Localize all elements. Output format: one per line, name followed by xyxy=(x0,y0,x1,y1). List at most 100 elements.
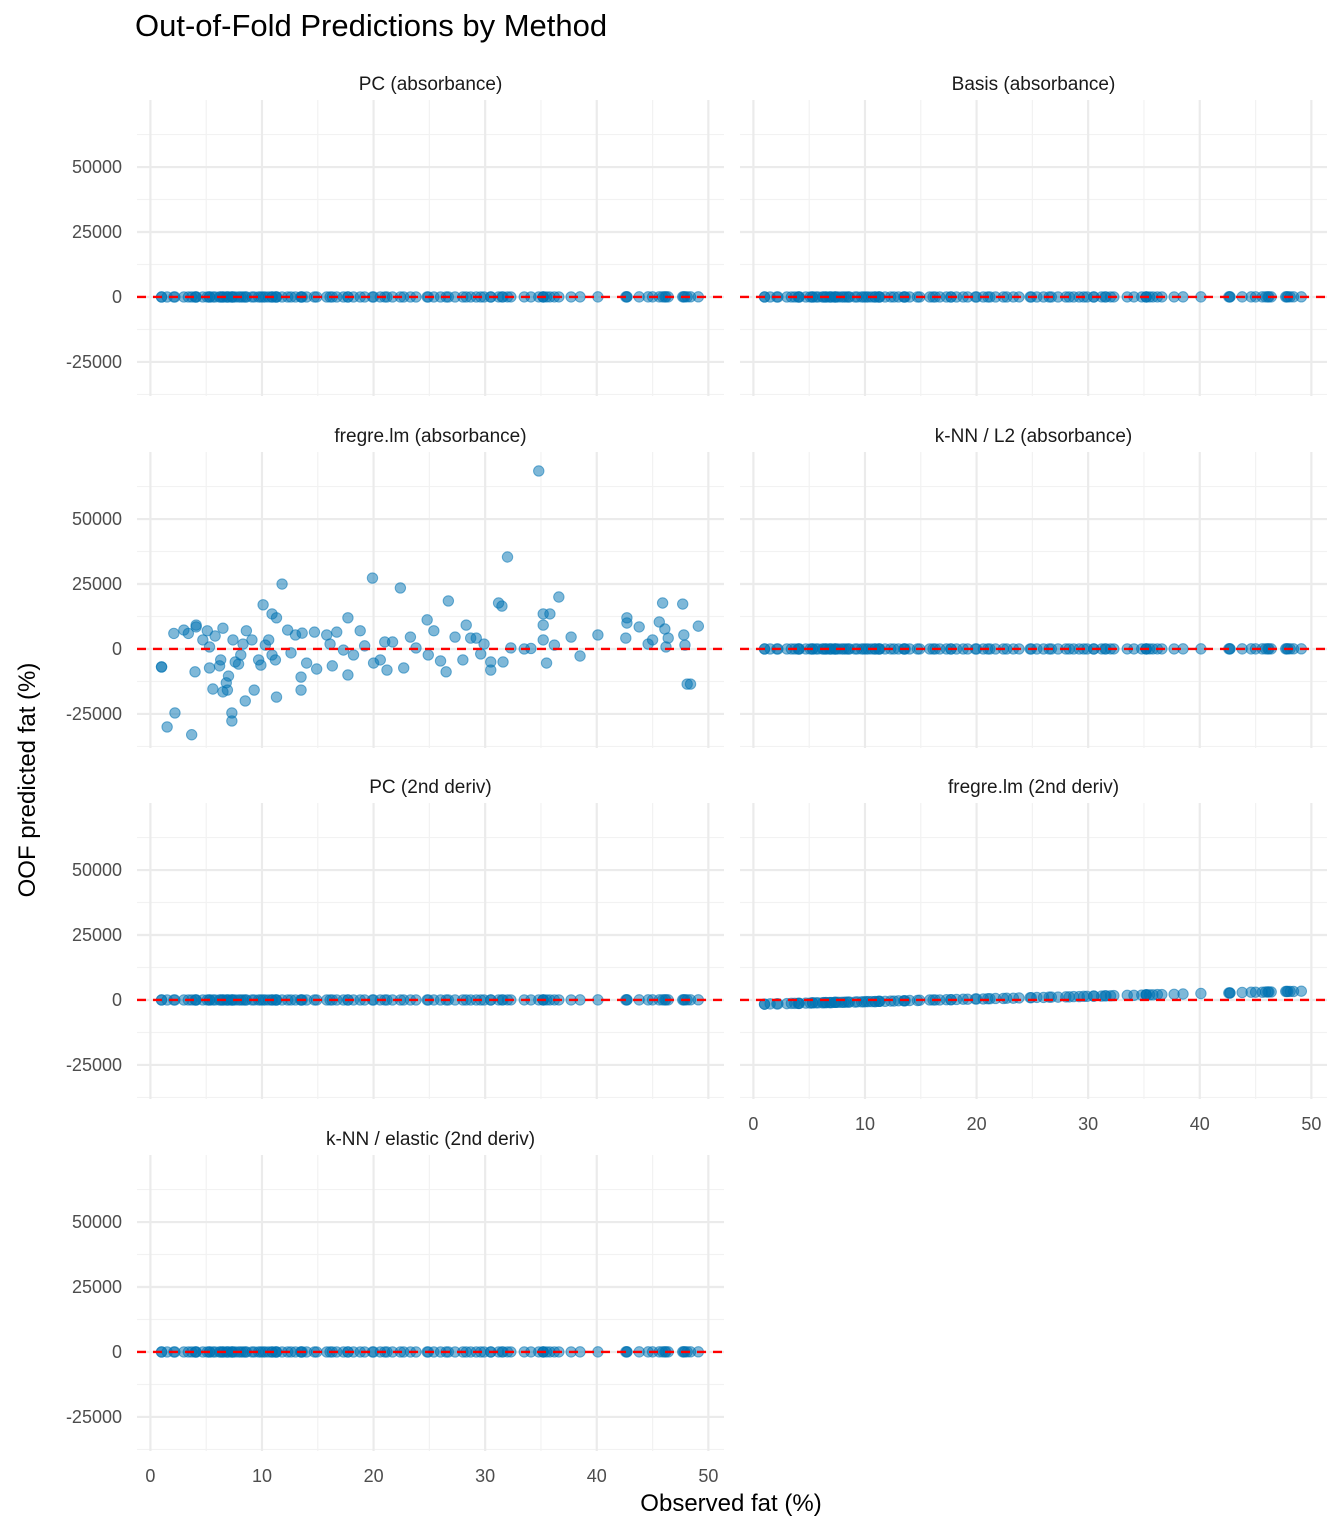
data-point xyxy=(295,684,307,696)
data-point xyxy=(217,622,229,634)
data-point xyxy=(620,632,632,644)
data-point xyxy=(540,657,553,669)
data-point xyxy=(310,663,323,675)
data-point xyxy=(296,627,308,639)
data-point xyxy=(475,648,487,660)
data-point xyxy=(342,669,354,681)
data-point xyxy=(457,654,469,666)
data-point xyxy=(270,612,283,624)
data-point xyxy=(678,629,690,641)
x-tick-label: 20 xyxy=(967,1114,987,1134)
y-axis-title: OOF predicted fat (%) xyxy=(14,662,41,898)
y-tick-label: 25000 xyxy=(72,574,122,594)
data-point xyxy=(354,625,366,637)
y-tick-label: 25000 xyxy=(72,222,122,242)
data-point xyxy=(374,654,386,666)
data-point xyxy=(533,465,545,477)
data-point xyxy=(203,662,216,674)
chart-title: Out-of-Fold Predictions by Method xyxy=(135,8,608,43)
x-tick-label: 30 xyxy=(475,1466,495,1486)
data-point xyxy=(1177,988,1189,1000)
data-point xyxy=(565,631,577,643)
x-tick-label: 30 xyxy=(1078,1114,1098,1134)
y-tick-label: -25000 xyxy=(66,704,122,724)
data-point xyxy=(386,636,399,648)
data-point xyxy=(449,631,461,643)
data-point xyxy=(221,684,234,696)
data-point xyxy=(548,639,561,651)
data-point xyxy=(497,656,509,668)
data-point xyxy=(677,598,689,610)
y-tick-label: 0 xyxy=(112,990,122,1010)
data-point xyxy=(342,612,354,624)
y-tick-label: 0 xyxy=(112,287,122,307)
y-tick-label: 50000 xyxy=(72,157,122,177)
facet-panel-1: PC (absorbance) -25000 0 25000 50000 xyxy=(66,74,724,396)
facet-strip-label: fregre.lm (2nd deriv) xyxy=(948,777,1119,798)
facet-panel-4: k-NN / L2 (absorbance) xyxy=(740,426,1327,748)
data-point xyxy=(692,620,705,632)
data-point xyxy=(470,632,482,644)
data-point xyxy=(189,666,201,678)
data-point xyxy=(1156,988,1168,1001)
data-point xyxy=(190,621,202,633)
data-point xyxy=(257,599,269,611)
data-point xyxy=(440,666,452,678)
data-point xyxy=(1295,985,1308,997)
data-point xyxy=(246,634,258,646)
facet-strip-label: PC (absorbance) xyxy=(359,74,503,95)
y-tick-label: 25000 xyxy=(72,1277,122,1297)
facet-strip-label: k-NN / L2 (absorbance) xyxy=(935,426,1132,447)
data-point xyxy=(553,591,565,603)
x-tick-label: 20 xyxy=(364,1466,384,1486)
data-point xyxy=(285,647,297,659)
data-point xyxy=(381,664,393,676)
data-point xyxy=(182,627,195,640)
facet-panel-6: fregre.lm (2nd deriv) 0 10 20 30 40 50 xyxy=(740,777,1327,1134)
facet-panel-3: fregre.lm (absorbance) -25000 0 25000 50000 xyxy=(66,426,724,748)
data-point xyxy=(544,608,556,620)
data-point xyxy=(537,634,549,646)
data-point xyxy=(501,551,514,563)
data-point xyxy=(621,617,633,629)
x-tick-label: 0 xyxy=(145,1466,155,1486)
data-point xyxy=(366,572,379,584)
facet-panel-2: Basis (absorbance) xyxy=(740,74,1327,396)
data-point xyxy=(1263,986,1275,998)
data-point xyxy=(201,625,214,637)
data-point xyxy=(574,650,586,662)
data-point xyxy=(592,629,604,641)
y-tick-label: 50000 xyxy=(72,860,122,880)
data-point xyxy=(485,664,497,676)
data-point xyxy=(209,630,221,642)
data-point xyxy=(161,721,173,733)
facet-strip-label: Basis (absorbance) xyxy=(952,74,1116,95)
data-point xyxy=(168,627,180,640)
y-tick-label: -25000 xyxy=(66,1055,122,1075)
data-point xyxy=(398,662,410,674)
data-point xyxy=(308,626,321,638)
data-point xyxy=(434,655,447,667)
data-point xyxy=(684,678,697,690)
data-point xyxy=(295,671,307,683)
data-point xyxy=(331,626,343,638)
data-point xyxy=(478,638,490,650)
x-tick-label: 50 xyxy=(698,1466,718,1486)
data-point xyxy=(155,661,168,673)
data-point xyxy=(207,683,219,695)
data-point xyxy=(300,657,313,669)
x-axis-title: Observed fat (%) xyxy=(640,1490,822,1517)
x-tick-label: 10 xyxy=(252,1466,272,1486)
data-point xyxy=(240,625,253,637)
y-tick-label: -25000 xyxy=(66,352,122,372)
data-point xyxy=(1013,992,1025,1004)
data-point xyxy=(255,659,267,671)
data-point xyxy=(270,691,283,703)
facet-strip-label: PC (2nd deriv) xyxy=(369,777,492,798)
y-tick-label: 25000 xyxy=(72,925,122,945)
data-point xyxy=(496,600,508,612)
data-point xyxy=(169,707,181,719)
data-point xyxy=(222,670,235,682)
data-point xyxy=(203,641,216,653)
